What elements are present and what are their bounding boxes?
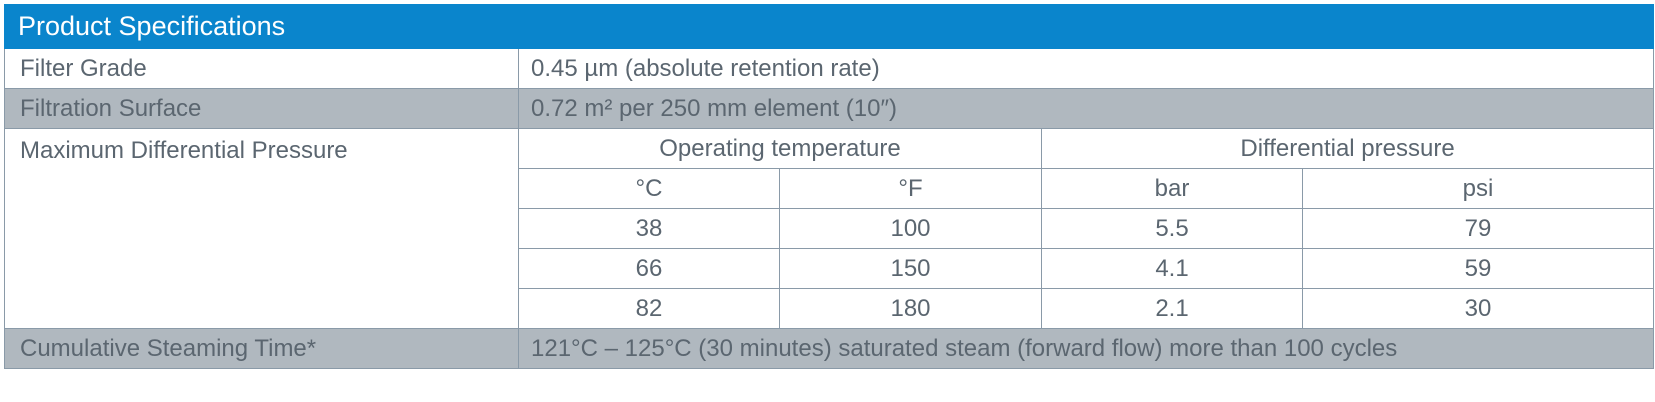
unit-header-psi: psi [1301, 168, 1655, 209]
cell-celsius: 38 [518, 208, 780, 249]
cell-bar: 2.1 [1041, 288, 1303, 329]
cell-celsius: 82 [518, 288, 780, 329]
steaming-time-value: 121°C – 125°C (30 minutes) saturated ste… [517, 328, 1655, 369]
operating-temperature-header: Operating temperature [518, 128, 1042, 169]
filtration-surface-row: Filtration Surface 0.72 m² per 250 mm el… [4, 88, 1655, 129]
pressure-group-header-row: Maximum Differential Pressure Operating … [4, 128, 1655, 329]
cell-psi: 30 [1301, 288, 1655, 329]
cell-psi: 59 [1301, 248, 1655, 289]
unit-header-fahrenheit: °F [779, 168, 1042, 209]
filter-grade-label: Filter Grade [4, 48, 519, 89]
table-row: 66 150 4.1 59 [5, 248, 1655, 289]
filtration-surface-label: Filtration Surface [4, 88, 519, 129]
unit-header-celsius: °C [518, 168, 780, 209]
steaming-time-label: Cumulative Steaming Time* [4, 328, 519, 369]
unit-header-bar: bar [1041, 168, 1303, 209]
cell-psi: 79 [1301, 208, 1655, 249]
table-title: Product Specifications [3, 4, 1655, 49]
table-row: 82 180 2.1 30 [5, 288, 1655, 329]
cell-bar: 5.5 [1041, 208, 1303, 249]
max-differential-pressure-label: Maximum Differential Pressure [4, 128, 519, 329]
filtration-surface-value: 0.72 m² per 250 mm element (10″) [517, 88, 1655, 129]
product-specifications-table: Product Specifications Filter Grade 0.45… [3, 4, 1655, 369]
filter-grade-row: Filter Grade 0.45 µm (absolute retention… [4, 48, 1655, 89]
cell-fahrenheit: 150 [779, 248, 1042, 289]
steaming-time-row: Cumulative Steaming Time* 121°C – 125°C … [4, 328, 1655, 369]
filter-grade-value: 0.45 µm (absolute retention rate) [517, 48, 1655, 89]
title-row: Product Specifications [3, 4, 1655, 49]
cell-fahrenheit: 100 [779, 208, 1042, 249]
cell-celsius: 66 [518, 248, 780, 289]
cell-fahrenheit: 180 [779, 288, 1042, 329]
differential-pressure-header: Differential pressure [1040, 128, 1655, 169]
cell-bar: 4.1 [1041, 248, 1303, 289]
